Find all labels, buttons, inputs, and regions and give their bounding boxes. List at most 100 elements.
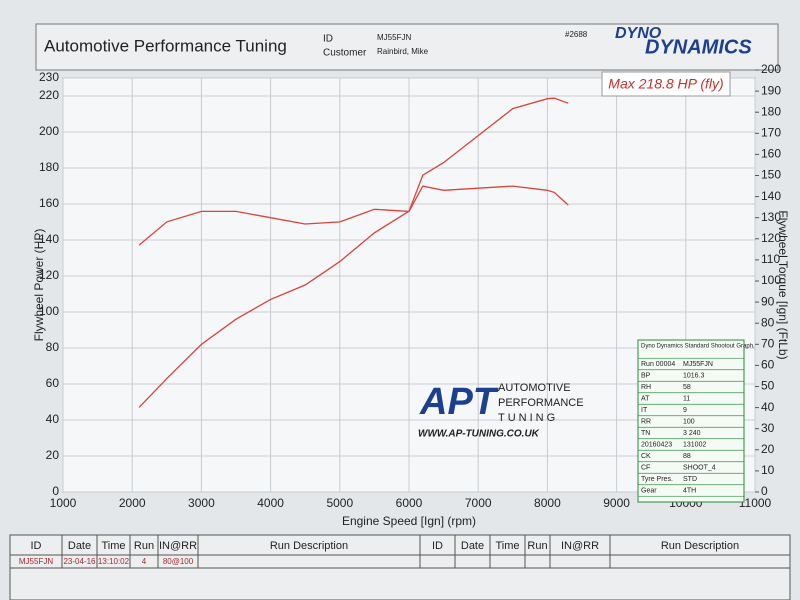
x-tick-label: 9000 xyxy=(603,496,630,510)
info-cell: Gear xyxy=(641,487,657,494)
info-cell: RH xyxy=(641,384,651,391)
run-header: Time xyxy=(495,540,519,552)
y2-tick-label: 20 xyxy=(761,442,775,456)
y-tick-label: 0 xyxy=(52,484,59,498)
x-tick-label: 4000 xyxy=(257,496,284,510)
logo-url: WWW.AP-TUNING.CO.UK xyxy=(418,429,540,440)
y-tick-label: 230 xyxy=(39,70,59,84)
y-tick-label: 120 xyxy=(39,268,59,282)
run-header: Time xyxy=(101,540,125,552)
run-header: ID xyxy=(432,540,443,552)
run-cell: 23-04-16 xyxy=(63,557,96,566)
apt-logo: APT AUTOMOTIVE PERFORMANCE TUNING WWW.AP… xyxy=(418,381,584,440)
run-header: Date xyxy=(68,540,91,552)
y2-tick-label: 110 xyxy=(761,252,780,266)
info-cell: 11 xyxy=(683,395,690,402)
y-tick-label: 40 xyxy=(46,412,60,426)
id-label: ID xyxy=(323,34,333,45)
y-tick-label: 180 xyxy=(39,160,59,174)
run-header: Date xyxy=(461,540,484,552)
sheet-no: #2688 xyxy=(565,30,588,39)
y-tick-label: 60 xyxy=(46,376,60,390)
run-header: Run Description xyxy=(661,540,739,552)
y2-axis-label: Flywheel Torque [Ign] (FtLb) xyxy=(776,210,790,359)
y2-tick-label: 50 xyxy=(761,379,775,393)
run-header: IN@RR xyxy=(159,540,197,552)
x-tick-label: 8000 xyxy=(534,496,561,510)
y2-tick-label: 130 xyxy=(761,210,781,224)
info-cell: IT xyxy=(641,407,648,414)
y2-tick-label: 10 xyxy=(761,463,775,477)
info-title: Dyno Dynamics Standard Shootout Graph. xyxy=(641,344,755,350)
run-header: ID xyxy=(31,540,42,552)
y2-tick-label: 180 xyxy=(761,104,781,118)
info-cell: SHOOT_4 xyxy=(683,464,716,471)
info-table: Dyno Dynamics Standard Shootout Graph. Ru… xyxy=(637,339,755,503)
y-tick-label: 20 xyxy=(46,448,60,462)
x-tick-label: 7000 xyxy=(465,496,492,510)
y-tick-label: 80 xyxy=(46,340,60,354)
y2-tick-label: 170 xyxy=(761,125,781,139)
logo-line: AUTOMOTIVE xyxy=(498,382,571,394)
lines xyxy=(138,97,569,408)
info-cell: CK xyxy=(641,453,651,460)
y2-tick-label: 90 xyxy=(761,294,775,308)
run-cell: MJ55FJN xyxy=(19,557,53,566)
y-tick-label: 160 xyxy=(39,196,59,210)
header-box xyxy=(35,23,779,71)
info-cell: CF xyxy=(641,464,650,471)
info-cell: Tyre Pres. xyxy=(641,476,673,483)
y-tick-label: 100 xyxy=(39,304,59,318)
y2-tick-label: 100 xyxy=(761,273,781,287)
y2-tick-label: 70 xyxy=(761,336,775,350)
y-tick-label: 200 xyxy=(39,124,59,138)
info-cell: TN xyxy=(641,430,650,437)
customer-label: Customer xyxy=(323,48,367,59)
logo-line: PERFORMANCE xyxy=(498,397,584,409)
annotation-box xyxy=(601,71,731,97)
x-tick-label: 6000 xyxy=(396,496,423,510)
run-header: IN@RR xyxy=(561,540,599,552)
y-tick-label: 140 xyxy=(39,232,59,246)
run-header: Run xyxy=(527,540,547,552)
x-tick-label: 11000 xyxy=(739,496,772,510)
logo-mark: APT xyxy=(419,381,499,423)
x-tick-label: 3000 xyxy=(188,496,215,510)
run-cell: 13:10:02 xyxy=(98,557,130,566)
id-value: MJ55FJN xyxy=(377,33,411,42)
info-cell: 20160423 xyxy=(641,441,672,448)
run-table: ID Date Time Run IN@RR Run Description ID Date T… xyxy=(9,534,791,600)
info-row xyxy=(637,484,745,497)
info-cell: Run 00004 xyxy=(641,361,675,368)
y2-tick-label: 30 xyxy=(761,421,775,435)
info-cell: 4TH xyxy=(683,487,696,494)
x-tick-label: 1000 xyxy=(50,496,77,510)
info-cell: RR xyxy=(641,418,651,425)
series-line xyxy=(138,97,569,408)
annotation: Max 218.8 HP (fly) xyxy=(608,76,723,92)
run-header: Run Description xyxy=(270,540,348,552)
y2-tick-label: 140 xyxy=(761,189,781,203)
info-cell: 88 xyxy=(683,453,691,460)
info-cell: 3 240 xyxy=(683,430,701,437)
info-cell: MJ55FJN xyxy=(683,361,713,368)
x-tick-label: 2000 xyxy=(119,496,146,510)
header-title: Automotive Performance Tuning xyxy=(44,36,287,55)
logo-bottom: DYNAMICS xyxy=(645,36,752,58)
logo-top: DYNO xyxy=(615,25,662,42)
series-line xyxy=(138,185,569,246)
x-tick-label: 5000 xyxy=(326,496,353,510)
y2-tick-label: 60 xyxy=(761,358,775,372)
run-cell: 4 xyxy=(142,557,147,566)
y-tick-label: 220 xyxy=(39,88,59,102)
logo-line: TUNING xyxy=(498,412,558,424)
info-cell: 100 xyxy=(683,418,695,425)
run-cell: 80@100 xyxy=(163,557,194,566)
x-axis-label: Engine Speed [Ign] (rpm) xyxy=(342,514,476,528)
y2-tick-label: 150 xyxy=(761,168,781,182)
info-cell: AT xyxy=(641,395,650,402)
y2-tick-label: 200 xyxy=(761,62,781,76)
info-cell: 1016.3 xyxy=(683,372,705,379)
info-cell: BP xyxy=(641,372,651,379)
